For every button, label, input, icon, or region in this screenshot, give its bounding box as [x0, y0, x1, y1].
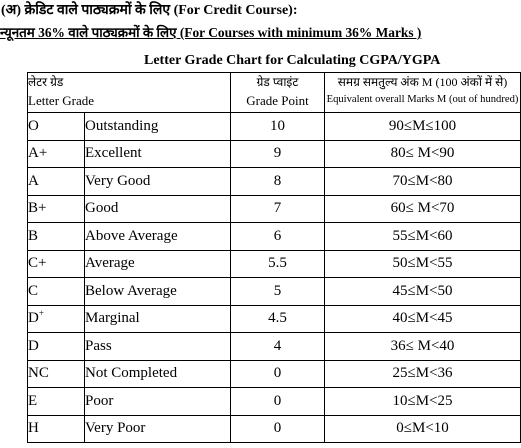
column-header-grade-point-english: Grade Point: [246, 93, 309, 108]
grade-point: 9: [230, 139, 326, 168]
table-row: H Very Poor 0 0≤M<10: [27, 414, 521, 443]
table-row: D+ Marginal 4.5 40≤M<45: [27, 304, 521, 333]
table-row: E Poor 0 10≤M<25: [27, 387, 521, 416]
grade-description: Very Good: [83, 167, 232, 196]
letter-grade-cell: O: [27, 112, 85, 141]
grade-description: Good: [83, 194, 232, 223]
letter-grade-cell: D+: [27, 304, 85, 333]
grade-description: Pass: [83, 332, 232, 361]
marks-range: 10≤M<25: [324, 387, 521, 416]
letter-grade-cell: H: [27, 414, 85, 443]
table-row: NC Not Completed 0 25≤M<36: [27, 359, 521, 388]
marks-range: 45≤M<50: [324, 277, 521, 306]
grade-description: Marginal: [83, 304, 232, 333]
marks-range: 70≤M<80: [324, 167, 521, 196]
letter-grade-cell: C: [27, 277, 85, 306]
letter-grade: C+: [28, 255, 47, 272]
letter-grade-superscript: +: [38, 308, 44, 319]
letter-grade: B+: [28, 200, 47, 217]
marks-range: 55≤M<60: [324, 222, 521, 251]
grade-description: Outstanding: [83, 112, 232, 141]
table-row: B Above Average 6 55≤M<60: [27, 222, 521, 251]
letter-grade-cell: E: [27, 387, 85, 416]
letter-grade: H: [28, 420, 39, 437]
table-body: O Outstanding 10 90≤M≤100 A+ Excellent 9 80≤ M<…: [27, 112, 521, 443]
marks-range: 25≤M<36: [324, 359, 521, 388]
marks-range: 60≤ M<70: [324, 194, 521, 223]
letter-grade-cell: NC: [27, 359, 85, 388]
grade-description: Excellent: [83, 139, 232, 168]
letter-grade: E: [28, 392, 38, 409]
marks-range: 80≤ M<90: [324, 139, 521, 168]
column-header-grade-point: ग्रेड प्वाइंट Grade Point: [230, 72, 326, 113]
table-header-row: लेटर ग्रेड Letter Grade ग्रेड प्वाइंट Gr…: [26, 72, 521, 113]
letter-grade: NC: [28, 365, 49, 382]
grade-point: 0: [230, 414, 326, 443]
letter-grade-table: लेटर ग्रेड Letter Grade ग्रेड प्वाइंट Gr…: [26, 72, 521, 443]
grade-description: Average: [83, 249, 232, 278]
letter-grade: C: [28, 282, 39, 299]
letter-grade-cell: B+: [27, 194, 85, 223]
grade-point: 6: [230, 222, 326, 251]
column-header-marks-hindi: समग्र समतुल्य अंक M (100 अंकों में से): [337, 75, 508, 89]
marks-range: 40≤M<45: [324, 304, 521, 333]
column-header-marks: समग्र समतुल्य अंक M (100 अंकों में से) E…: [324, 72, 521, 113]
grade-description: Below Average: [83, 277, 232, 306]
table-row: D Pass 4 36≤ M<40: [27, 332, 521, 361]
column-header-grade-point-hindi: ग्रेड प्वाइंट: [256, 75, 299, 89]
table-row: A Very Good 8 70≤M<80: [27, 167, 521, 196]
grade-point: 4: [230, 332, 326, 361]
letter-grade: A+: [28, 145, 48, 162]
grade-description: Very Poor: [83, 414, 232, 443]
grade-description: Poor: [83, 387, 232, 416]
grade-description: Not Completed: [83, 359, 232, 388]
table-row: B+ Good 7 60≤ M<70: [27, 194, 521, 223]
column-header-marks-english: Equivalent overall Marks M (out of hundr…: [326, 94, 519, 105]
marks-range: 36≤ M<40: [324, 332, 521, 361]
marks-range: 50≤M<55: [324, 249, 521, 278]
letter-grade-cell: C+: [27, 249, 85, 278]
grade-point: 5.5: [230, 249, 326, 278]
letter-grade: D: [28, 337, 39, 354]
grade-point: 5: [230, 277, 326, 306]
letter-grade-cell: B: [27, 222, 85, 251]
letter-grade-cell: D: [27, 332, 85, 361]
section-subheading-min-marks: न्यूनतम 36% वाले पाठ्यक्रमों के लिए (For…: [0, 25, 422, 40]
section-heading-credit-course: (अ) क्रेडिट वाले पाठ्यक्रमों के लिए (For…: [1, 3, 298, 18]
marks-range: 0≤M<10: [324, 414, 521, 443]
grade-description: Above Average: [83, 222, 232, 251]
letter-grade: O: [28, 117, 39, 134]
table-row: C+ Average 5.5 50≤M<55: [27, 249, 521, 278]
letter-grade: D: [28, 310, 39, 327]
grade-point: 4.5: [230, 304, 326, 333]
grade-point: 0: [230, 387, 326, 416]
letter-grade-cell: A: [27, 167, 85, 196]
column-header-letter-grade-hindi: लेटर ग्रेड: [28, 75, 64, 89]
grade-point: 7: [230, 194, 326, 223]
column-header-letter-grade: लेटर ग्रेड Letter Grade: [26, 72, 232, 113]
table-row: O Outstanding 10 90≤M≤100: [27, 112, 521, 141]
chart-title: Letter Grade Chart for Calculating CGPA/…: [144, 53, 441, 68]
grade-point: 8: [230, 167, 326, 196]
letter-grade-cell: A+: [27, 139, 85, 168]
grade-point: 10: [230, 112, 326, 141]
grade-point: 0: [230, 359, 326, 388]
table-row: A+ Excellent 9 80≤ M<90: [27, 139, 521, 168]
table-row: C Below Average 5 45≤M<50: [27, 277, 521, 306]
column-header-letter-grade-english: Letter Grade: [28, 93, 95, 108]
marks-range: 90≤M≤100: [324, 112, 521, 141]
letter-grade: A: [28, 172, 39, 189]
letter-grade: B: [28, 227, 39, 244]
